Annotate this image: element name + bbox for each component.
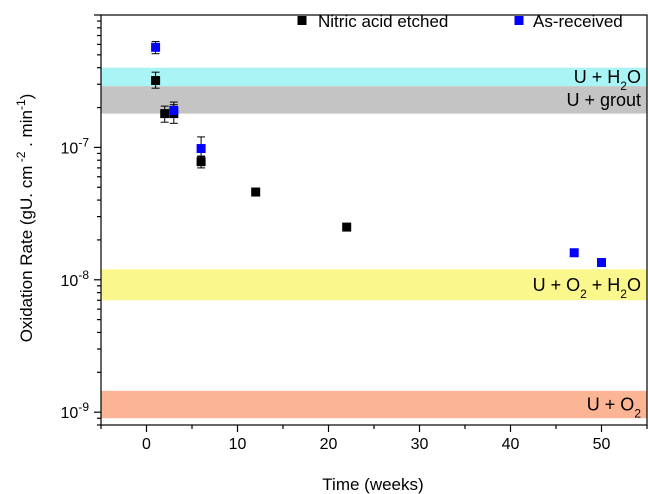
x-tick-label: 30: [411, 436, 429, 453]
marker: [151, 76, 161, 86]
y-tick-label: 10-8: [61, 268, 90, 290]
band-1: [101, 86, 647, 114]
data-point-etched: [251, 187, 261, 197]
data-point-etched: [342, 222, 352, 232]
band-label-1: U + grout: [566, 90, 641, 110]
marker: [196, 144, 206, 154]
x-axis-label: Time (weeks): [322, 475, 423, 494]
legend-label-0: Nitric acid etched: [318, 12, 448, 31]
marker: [569, 248, 579, 258]
x-tick-label: 40: [502, 436, 520, 453]
legend-label-1: As-received: [533, 12, 623, 31]
tick-labels-layer: 0 10 20 30 40 50 10-9 10-8 10-7: [61, 135, 611, 453]
band-label-2: U + O2 + H2O: [533, 275, 641, 301]
bands-layer: [101, 67, 647, 419]
x-tick-label: 10: [229, 436, 247, 453]
legend-marker-0: [297, 16, 307, 25]
marker: [160, 109, 170, 119]
marker: [251, 187, 261, 197]
major-ticks-layer: [94, 14, 603, 432]
marker: [196, 157, 206, 167]
minor-ticks-layer: [97, 20, 648, 429]
data-point-as-received: [151, 41, 161, 55]
marker: [169, 105, 179, 115]
data-point-as-received: [569, 248, 579, 258]
data-point-etched: [196, 155, 206, 169]
x-tick-label: 0: [142, 436, 151, 453]
data-point-as-received: [597, 258, 606, 268]
y-axis-label: Oxidation Rate (gU. cm -2 . min-1): [14, 94, 36, 343]
marker: [151, 42, 161, 52]
legend: Nitric acid etched As-received: [297, 12, 623, 31]
data-point-etched: [160, 105, 170, 123]
data-point-as-received: [169, 101, 179, 118]
band-label-3: U + O2: [587, 395, 642, 421]
band-label-0: U + H2O: [574, 67, 641, 93]
band-0: [101, 67, 647, 87]
y-tick-label: 10-9: [61, 400, 90, 422]
band-3: [101, 390, 647, 419]
legend-marker-1: [514, 16, 524, 25]
x-tick-label: 50: [593, 436, 611, 453]
y-tick-label: 10-7: [61, 135, 90, 157]
data-point-as-received: [196, 136, 206, 158]
plot-frame: [100, 14, 648, 426]
marker: [342, 222, 352, 232]
x-tick-label: 20: [320, 436, 338, 453]
points-layer: [151, 41, 606, 268]
band-2: [101, 269, 647, 301]
marker: [597, 258, 606, 268]
data-point-etched: [151, 71, 161, 89]
